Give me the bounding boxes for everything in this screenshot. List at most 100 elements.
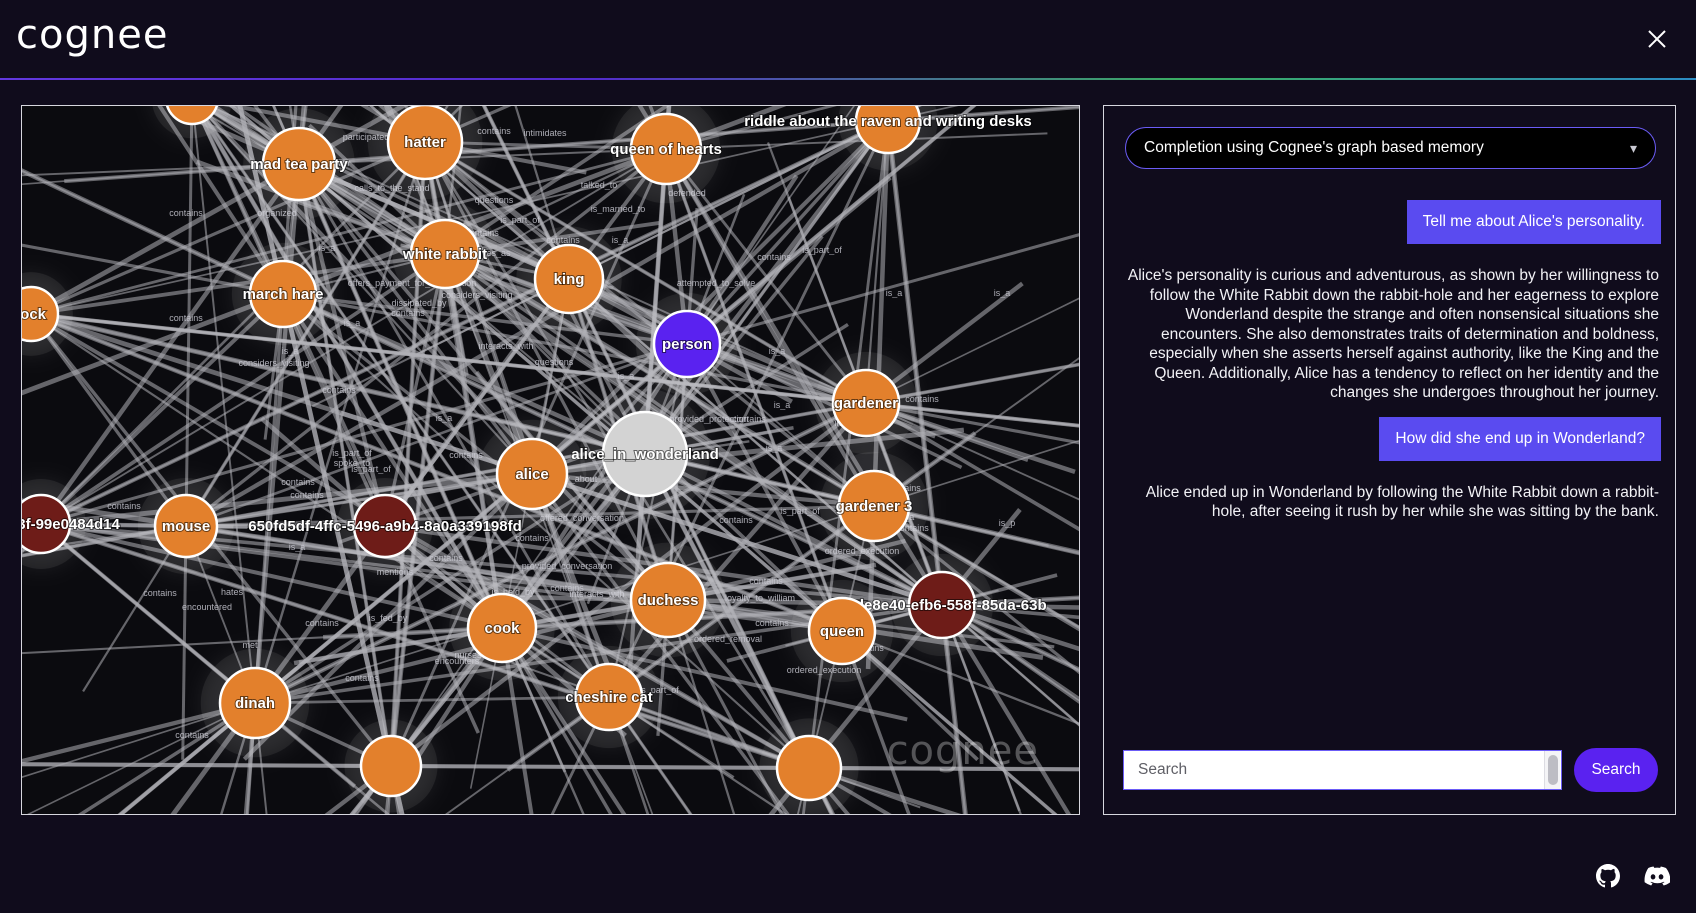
graph-edge-label: offered_conversation	[540, 513, 624, 523]
graph-node[interactable]	[344, 719, 438, 813]
graph-node[interactable]: dinah	[200, 648, 310, 758]
graph-node-circle[interactable]	[775, 734, 843, 802]
graph-edge-label: intimidates	[523, 128, 567, 138]
graph-node-circle[interactable]	[495, 437, 569, 511]
graph-node-circle[interactable]	[218, 666, 292, 740]
graph-node-circle[interactable]	[907, 570, 977, 640]
graph-node-label: 650fd5df-4ffc-5496-a9b4-8a0a339198fd	[248, 518, 521, 535]
graph-edge	[263, 106, 308, 440]
graph-node[interactable]: cheshire cat	[557, 645, 661, 749]
chat-message-list: Tell me about Alice's personality. Alice'…	[1120, 186, 1661, 746]
graph-node-circle[interactable]	[359, 734, 423, 798]
graph-node-circle[interactable]	[629, 112, 703, 186]
graph-node-circle[interactable]	[352, 493, 418, 559]
graph-node-label: lock	[22, 306, 47, 323]
graph-edge	[296, 163, 505, 629]
graph-node-circle[interactable]	[831, 368, 901, 438]
brand-logo: cognee	[16, 12, 169, 58]
search-mode-select[interactable]: Completion using Cognee's graph based me…	[1125, 127, 1656, 169]
graph-edge	[157, 106, 627, 814]
discord-icon[interactable]	[1644, 863, 1670, 889]
graph-svg[interactable]: containsintimidatescontainsparticipated_…	[22, 106, 1079, 814]
graph-canvas[interactable]: containsintimidatescontainsparticipated_…	[22, 106, 1079, 814]
graph-edge-label: contains	[345, 673, 379, 683]
graph-node[interactable]: riddle about the raven and writing desks	[743, 106, 1033, 171]
graph-node[interactable]: mad tea party	[243, 108, 355, 220]
graph-node[interactable]: alice	[477, 419, 587, 529]
graph-node[interactable]: gardener	[814, 351, 918, 455]
graph-node-label: 5ac3-aa3f-99e0484d14	[22, 516, 120, 533]
graph-edge-label: questions	[535, 357, 574, 367]
graph-edge-label: is_married_to	[591, 204, 646, 214]
graph-edge-label: contains	[749, 576, 783, 586]
graph-node[interactable]: hatter	[367, 106, 483, 200]
graph-node[interactable]: king	[516, 226, 622, 332]
graph-edge	[282, 292, 688, 346]
graph-edge-label: considers_visiting	[238, 358, 309, 368]
graph-node[interactable]: 5ac3-aa3f-99e0484d14	[22, 479, 121, 569]
graph-edge-label: hates	[221, 587, 244, 597]
graph-node[interactable]: duchess	[610, 542, 726, 658]
graph-node-label: duchess	[638, 592, 699, 609]
graph-node[interactable]	[759, 718, 859, 814]
search-input[interactable]	[1124, 751, 1561, 789]
graph-edge	[298, 163, 646, 455]
graph-node-circle[interactable]	[837, 469, 911, 543]
graph-node[interactable]	[152, 106, 233, 139]
graph-edge	[282, 291, 646, 457]
scrollbar-thumb[interactable]	[1548, 755, 1558, 785]
graph-edge-label: dissipated_by	[391, 298, 447, 308]
graph-node[interactable]: gardener 3	[819, 451, 929, 561]
graph-node[interactable]: person	[635, 292, 739, 396]
graph-edge	[22, 106, 837, 318]
graph-visualization-panel[interactable]: containsintimidatescontainsparticipated_…	[21, 105, 1080, 815]
graph-edge	[22, 762, 1079, 772]
graph-node-circle[interactable]	[629, 561, 707, 639]
search-input-scrollbar[interactable]	[1544, 751, 1560, 789]
graph-node[interactable]: white rabbit	[392, 201, 498, 307]
graph-edge-label: ordered_removal	[694, 634, 762, 644]
graph-node-circle[interactable]	[153, 493, 219, 559]
graph-edge-label: contains	[281, 477, 315, 487]
graph-edge	[22, 517, 908, 722]
graph-edge-label: is_fed_by	[369, 613, 408, 623]
graph-node[interactable]: 650fd5df-4ffc-5496-a9b4-8a0a339198fd	[247, 477, 523, 575]
graph-node[interactable]: alice_in_wonderland	[570, 388, 720, 520]
graph-node-circle[interactable]	[261, 126, 337, 202]
graph-node[interactable]: cook	[449, 575, 555, 681]
graph-edge	[463, 219, 793, 404]
graph-edge-label: provided_conversation	[522, 561, 613, 571]
graph-node-circle[interactable]	[854, 106, 922, 155]
graph-node-circle[interactable]	[652, 309, 722, 379]
graph-node-circle[interactable]	[248, 259, 318, 329]
graph-node-circle[interactable]	[165, 106, 219, 126]
graph-node[interactable]: queen	[790, 579, 894, 683]
graph-edge-label: loyalty_to_william	[725, 593, 795, 603]
graph-edge-label: is_a	[319, 243, 336, 253]
graph-node[interactable]: queen of hearts	[609, 106, 723, 204]
graph-node-circle[interactable]	[22, 285, 60, 343]
graph-node-label: march hare	[243, 286, 324, 303]
graph-node-circle[interactable]	[807, 596, 877, 666]
search-button[interactable]: Search	[1574, 748, 1658, 792]
graph-edge	[254, 695, 610, 705]
graph-edge-label: interacts_with	[569, 589, 624, 599]
graph-node[interactable]: mouse	[137, 477, 235, 575]
graph-node-circle[interactable]	[409, 218, 481, 290]
graph-node-circle[interactable]	[466, 592, 538, 664]
graph-edge	[685, 343, 844, 632]
graph-node-circle[interactable]	[533, 243, 605, 315]
graph-nodes[interactable]: hatter mad tea party queen of hearts riddle…	[22, 106, 1048, 814]
close-icon[interactable]	[1640, 22, 1674, 56]
graph-node[interactable]: b7de8e40-efb6-558f-85da-63b	[836, 553, 1048, 657]
search-input-wrapper[interactable]	[1123, 750, 1562, 790]
graph-node-circle[interactable]	[386, 106, 464, 181]
graph-node-circle[interactable]	[601, 410, 689, 498]
graph-node[interactable]: lock	[22, 272, 73, 356]
graph-node[interactable]: march hare	[231, 242, 335, 346]
graph-node-circle[interactable]	[22, 493, 72, 555]
graph-node-circle[interactable]	[574, 662, 644, 732]
graph-edge	[424, 141, 867, 404]
github-icon[interactable]	[1596, 864, 1620, 888]
